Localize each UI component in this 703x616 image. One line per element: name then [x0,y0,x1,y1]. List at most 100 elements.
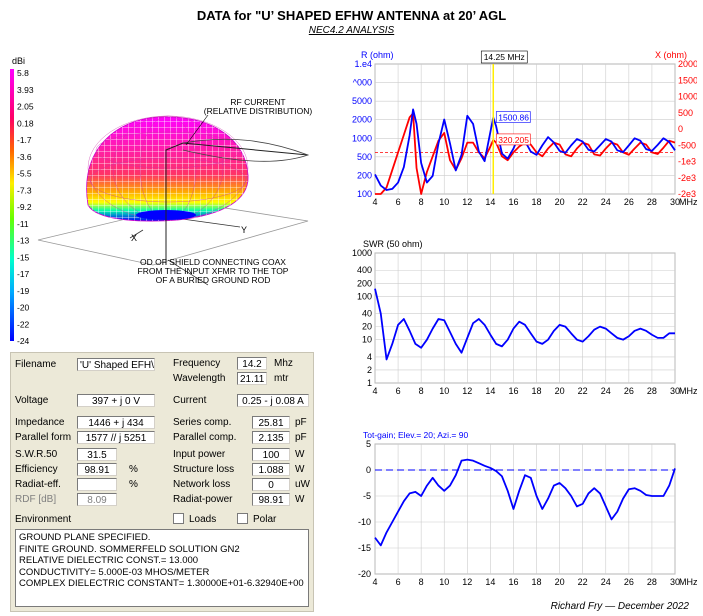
y-tick-label: 5 [366,439,371,449]
scale-label: 2.05 [17,102,34,112]
scale-label: 0.18 [17,118,34,128]
annotation-coax: OD OF SHIELD CONNECTING COAX FROM THE INP… [138,257,289,285]
x-tick-label: 4 [372,386,377,396]
scale-label: -9.2 [17,202,32,212]
x-tick-label: 26 [624,386,634,396]
x-tick-label: 12 [462,386,472,396]
cursor-r-box [495,111,531,123]
environment-line: RELATIVE DIELECTRIC CONST.= 13.000 [19,555,199,566]
x-tick-label: 12 [462,197,472,207]
x-tick-label: 16 [508,386,518,396]
x-tick-label: 24 [601,386,611,396]
x-unit-label: MHz [679,197,697,207]
radiat-eff-label: Radiat-eff. [15,479,61,490]
wavelength-field: 21.11 [237,372,267,385]
voltage-field: 397 + j 0 V [77,394,155,407]
y-tick-label: 0 [366,465,371,475]
environment-line: CONDUCTIVITY= 5.000E-03 MHOS/METER [19,566,210,578]
x-tick-label: 14 [485,197,495,207]
annotation-rf-current: RF CURRENT (RELATIVE DISTRIBUTION) [204,97,313,116]
structure-loss-label: Structure loss [173,464,235,475]
color-scale-labels: 5.8 3.93 2.05 0.18 -1.7 -3.6 -5.5 -7.3 -9.2 -11 -1… [17,68,34,346]
scale-label: -20 [17,303,30,313]
y-tick-label: 20 [362,322,372,332]
swr-label: S.W.R.50 [15,449,58,460]
x-tick-label: 10 [439,577,449,587]
environment-line: COMPLEX DIELECTRIC CONSTANT= 1.30000E+01… [19,578,304,589]
y-left-label: R (ohm) [361,50,394,60]
x-tick-label: 12 [462,577,472,587]
loads-checkbox[interactable] [173,513,184,524]
x-tick-label: 30 [670,577,680,587]
parallel-comp-unit: pF [295,432,307,443]
filename-field: 'U' Shaped EFH\ [77,358,155,371]
y-right-tick-label: 0 [678,124,683,134]
efficiency-label: Efficiency [15,464,58,475]
y-label: SWR (50 ohm) [363,239,423,249]
input-power-field[interactable]: 100 [252,448,290,461]
x-tick-label: 8 [419,386,424,396]
impedance-field: 1446 + j 434 [77,416,155,429]
structure-loss-field: 1.088 [252,463,290,476]
series-comp-field: 25.81 [252,416,290,429]
antenna-wire [165,142,309,225]
y-tick-label: 1 [367,378,372,388]
frequency-field[interactable]: 14.2 [237,357,267,370]
x-tick-label: 22 [578,386,588,396]
y-tick-label: -20 [358,569,371,579]
y-right-tick-label: 2000 [678,59,697,69]
y-tick-label: 40 [362,309,372,319]
scale-label: -5.5 [17,169,32,179]
rdf-label: RDF [dB] [15,494,57,505]
x-tick-label: 8 [419,577,424,587]
axis-y-label: Y [241,225,247,235]
y-tick-label: 100 [357,291,372,301]
x-tick-label: 24 [601,577,611,587]
y-left-tick-label: 5000 [352,96,372,106]
x-tick-label: 18 [532,386,542,396]
x-tick-label: 6 [396,386,401,396]
rf-current-envelope [182,138,310,162]
scale-label: -7.3 [17,185,32,195]
y-right-tick-label: -2e3 [678,189,696,199]
y-tick-label: 1000 [352,248,372,258]
parallel-comp-field: 2.135 [252,431,290,444]
nec-results-panel: Filename 'U' Shaped EFH\ Frequency 14.2 … [10,352,314,612]
x-tick-label: 24 [601,197,611,207]
cursor-r-value: 1500.86 [498,113,529,123]
polar-checkbox[interactable] [237,513,248,524]
y-right-tick-label: -2e3 [678,173,696,183]
network-loss-unit: uW [295,479,310,490]
y-left-tick-label: 500 [357,152,372,162]
filename-label: Filename [15,359,57,370]
x-axis-line [129,229,144,239]
y-left-tick-label: 1000 [352,133,372,143]
radiat-eff-unit: % [129,479,138,490]
x-tick-label: 10 [439,386,449,396]
radiat-power-field: 98.91 [252,493,290,506]
y-tick-label: -15 [358,543,371,553]
x-unit-label: MHz [679,577,697,587]
parallel-form-field: 1577 // j 5251 [77,431,155,444]
parallel-form-label: Parallel form [15,432,72,443]
plot-area [374,443,676,575]
loads-label: Loads [189,514,217,525]
x-tick-label: 14 [485,386,495,396]
y-tick-label: 2 [367,365,372,375]
x-tick-label: 22 [578,577,588,587]
environment-line: FINITE GROUND. SOMMERFELD SOLUTION GN2 [19,543,240,555]
x-tick-label: 30 [670,386,680,396]
swr-field: 31.5 [77,448,117,461]
axis-x-label: X [131,233,137,243]
series-comp-label: Series comp. [173,417,232,428]
x-tick-label: 20 [555,577,565,587]
x-tick-label: 4 [372,577,377,587]
environment-textbox[interactable]: GROUND PLANE SPECIFIED. FINITE GROUND. SO… [15,529,309,607]
x-tick-label: 18 [532,577,542,587]
color-scale-bar [10,69,14,341]
author-credit: Richard Fry — December 2022 [550,601,689,612]
current-field: 0.25 - j 0.08 A [237,394,309,407]
